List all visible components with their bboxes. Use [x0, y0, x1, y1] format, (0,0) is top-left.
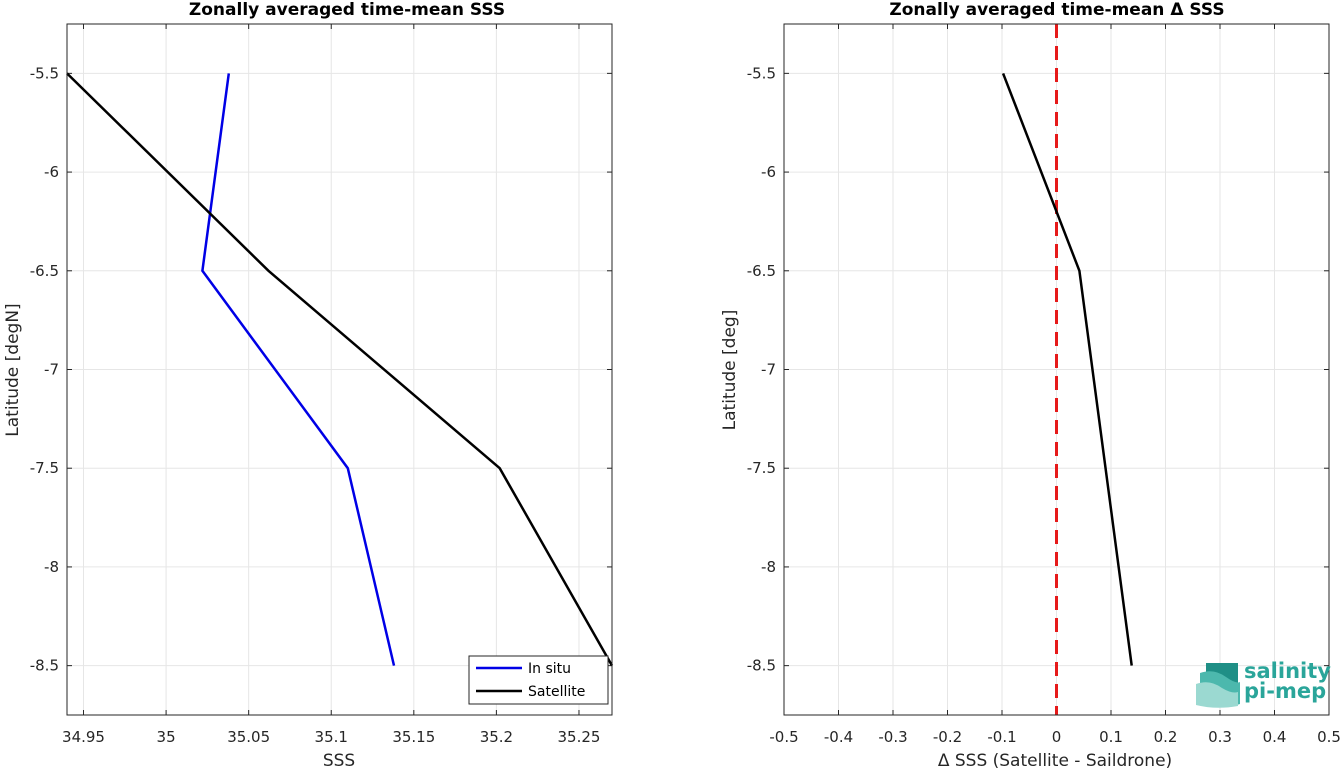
y-tick-label: -8 [761, 558, 776, 576]
x-tick-label: 0.3 [1208, 728, 1232, 746]
y-tick-label: -7.5 [30, 459, 59, 477]
salinity-pi-mep-logo: salinity pi-mep [1196, 659, 1331, 708]
grid [783, 24, 1330, 715]
y-tick-label: -7 [761, 361, 776, 379]
axes-frame [783, 23, 1330, 716]
y-tick-label: -5.5 [747, 64, 776, 82]
chart-title: Zonally averaged time-mean Δ SSS [889, 0, 1224, 20]
y-tick-label: -6.5 [30, 262, 59, 280]
legend-box [468, 655, 609, 705]
x-tick-label: -0.2 [933, 728, 962, 746]
x-tick-label: 0.1 [1099, 728, 1123, 746]
y-tick-label: -8.5 [30, 657, 59, 675]
logo-wave-icon [1196, 663, 1240, 708]
y-tick-label: -6 [761, 163, 776, 181]
series-line-delta-sss [1001, 72, 1133, 666]
tick-labels: -0.5 -0.4 -0.3 -0.2 -0.1 0 0.1 0.2 0.3 0.4 0.5 -5.5… [747, 24, 1341, 746]
x-tick-label: 34.95 [62, 728, 105, 746]
y-tick-label: -6.5 [747, 262, 776, 280]
legend-entry-satellite: Satellite [528, 684, 585, 700]
series-line-in-situ [201, 73, 396, 666]
y-tick-label: -6 [44, 163, 59, 181]
y-axis-label: Latitude [degN] [3, 303, 23, 436]
x-tick-label: -0.3 [878, 728, 907, 746]
legend: In situ Satellite [468, 655, 609, 705]
legend-entry-in-situ: In situ [528, 661, 571, 677]
y-tick-label: -5.5 [30, 64, 59, 82]
x-axis-label: SSS [323, 751, 355, 769]
x-tick-label: 0.4 [1263, 728, 1287, 746]
y-axis-label: Latitude [deg] [720, 310, 740, 431]
tick-labels: 34.95 35 35.05 35.1 35.15 35.2 35.25 -5.5 -6 -6.5… [30, 24, 612, 746]
x-tick-label: 35.1 [315, 728, 348, 746]
x-tick-label: 0.2 [1154, 728, 1178, 746]
logo-text-line-2: pi-mep [1244, 679, 1326, 703]
x-tick-label: -0.1 [987, 728, 1016, 746]
series-lines [1001, 72, 1133, 666]
y-tick-label: -7.5 [747, 459, 776, 477]
y-tick-label: -8.5 [747, 657, 776, 675]
y-tick-label: -7 [44, 361, 59, 379]
chart-title: Zonally averaged time-mean SSS [189, 0, 505, 20]
x-axis-label: Δ SSS (Satellite - Saildrone) [938, 751, 1172, 769]
axes-frame [66, 23, 613, 716]
x-tick-label: 35.2 [480, 728, 513, 746]
x-tick-label: 35.15 [392, 728, 435, 746]
series-line-satellite [66, 72, 614, 667]
y-tick-label: -8 [44, 558, 59, 576]
logo-text-line-1: salinity [1244, 659, 1331, 683]
x-tick-label: 35.25 [557, 728, 600, 746]
grid [67, 24, 612, 715]
x-tick-label: 35 [157, 728, 176, 746]
sss-profile-chart: Zonally averaged time-mean SSS 34.95 35 35… [3, 0, 614, 769]
series-lines [66, 72, 614, 667]
delta-sss-profile-chart: Zonally averaged time-mean Δ SSS -0.5 -0.… [720, 0, 1341, 769]
x-tick-label: -0.4 [824, 728, 853, 746]
x-tick-label: 0 [1052, 728, 1062, 746]
x-tick-label: 0.5 [1317, 728, 1341, 746]
x-tick-label: 35.05 [227, 728, 270, 746]
x-tick-label: -0.5 [769, 728, 798, 746]
